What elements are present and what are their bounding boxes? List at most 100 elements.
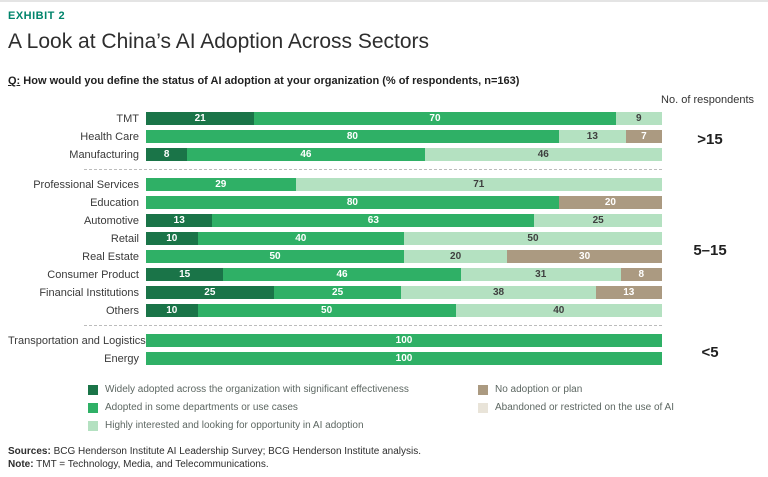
exhibit-label: EXHIBIT 2 xyxy=(8,10,66,22)
category-label: Others xyxy=(105,304,139,317)
chart-row: Health Care 80 13 7 xyxy=(8,130,662,143)
category-label: Retail xyxy=(110,232,139,245)
bar-segment-widely: 21 xyxy=(146,112,255,125)
chart-row: Education 80 20 xyxy=(8,196,662,209)
bar-segment-interested: 50 xyxy=(403,232,662,245)
bar-segment-none: 13 xyxy=(595,286,662,299)
legend-item: Adopted in some departments or use cases xyxy=(88,402,478,413)
note-text: TMT = Technology, Media, and Telecommuni… xyxy=(33,459,269,470)
question-text: How would you define the status of AI ad… xyxy=(20,75,520,87)
bar-segment-some: 80 xyxy=(146,196,559,209)
bar-segment-some: 70 xyxy=(254,112,616,125)
page-title: A Look at China’s AI Adoption Across Sec… xyxy=(8,30,430,53)
chart-row: Others 10 50 40 xyxy=(8,304,662,317)
respondent-count-label: <5 xyxy=(701,343,719,361)
sources-line: Sources: BCG Henderson Institute AI Lead… xyxy=(8,445,421,458)
bar-segment-widely: 10 xyxy=(146,232,198,245)
bar-track: 10 40 50 xyxy=(146,232,662,245)
legend-swatch-widely xyxy=(88,384,98,395)
legend-item: No adoption or plan xyxy=(478,384,758,395)
chart-row: Real Estate 50 20 30 xyxy=(8,250,662,263)
category-label: Consumer Product xyxy=(47,268,139,281)
chart-row: Transportation and Logistics 100 xyxy=(8,334,662,347)
chart-row: Energy 100 xyxy=(8,352,662,365)
bar-track: 100 xyxy=(146,352,662,365)
group-separator xyxy=(84,325,662,326)
category-label: Real Estate xyxy=(82,250,139,263)
bar-segment-none: 7 xyxy=(625,130,662,143)
bar-track: 29 71 xyxy=(146,178,662,191)
category-label: Health Care xyxy=(80,130,139,143)
bar-track: 15 46 31 8 xyxy=(146,268,662,281)
chart-row: Financial Institutions 25 25 38 13 xyxy=(8,286,662,299)
bar-track: 80 13 7 xyxy=(146,130,662,143)
bar-segment-none: 30 xyxy=(507,250,662,263)
bar-track: 13 63 25 xyxy=(146,214,662,227)
legend-label: Adopted in some departments or use cases xyxy=(105,402,298,413)
legend-label: Abandoned or restricted on the use of AI xyxy=(495,402,675,413)
bar-segment-some: 100 xyxy=(146,352,662,365)
category-label: Professional Services xyxy=(33,178,139,191)
category-label: TMT xyxy=(116,112,139,125)
note-line: Note: TMT = Technology, Media, and Telec… xyxy=(8,458,421,471)
sector-group: TMT 21 70 9 Health Care 80 13 7 Manufacturing 8 46… xyxy=(8,112,758,166)
bar-segment-interested: 71 xyxy=(295,178,662,191)
bar-segment-interested: 25 xyxy=(534,214,662,227)
legend-label: Widely adopted across the organization w… xyxy=(105,384,409,395)
bar-segment-some: 29 xyxy=(146,178,296,191)
bar-segment-interested: 38 xyxy=(401,286,596,299)
bar-segment-interested: 20 xyxy=(404,250,508,263)
chart-row: Automotive 13 63 25 xyxy=(8,214,662,227)
bar-track: 8 46 46 xyxy=(146,148,662,161)
bar-segment-some: 25 xyxy=(273,286,402,299)
bar-segment-some: 80 xyxy=(146,130,559,143)
legend-label: Highly interested and looking for opport… xyxy=(105,420,364,431)
sources-text: BCG Henderson Institute AI Leadership Su… xyxy=(50,446,421,457)
sources-label: Sources: xyxy=(8,446,51,457)
category-label: Education xyxy=(90,196,139,209)
chart-row: TMT 21 70 9 xyxy=(8,112,662,125)
bar-segment-some: 100 xyxy=(146,334,662,347)
respondents-column-header: No. of respondents xyxy=(661,94,754,106)
category-label: Energy xyxy=(104,352,139,365)
bar-segment-some: 63 xyxy=(212,214,535,227)
survey-question: Q: How would you define the status of AI… xyxy=(8,75,758,87)
sector-group: Transportation and Logistics 100 Energy 100… xyxy=(8,334,758,370)
category-label: Manufacturing xyxy=(69,148,139,161)
sector-group: Professional Services 29 71 Education 80 20 Au… xyxy=(8,178,758,322)
bar-segment-widely: 25 xyxy=(146,286,274,299)
footnotes: Sources: BCG Henderson Institute AI Lead… xyxy=(8,445,421,471)
bar-segment-some: 46 xyxy=(187,148,425,161)
legend-item: Abandoned or restricted on the use of AI xyxy=(478,402,758,413)
bar-track: 50 20 30 xyxy=(146,250,662,263)
sector-group-rows: Transportation and Logistics 100 Energy 100 xyxy=(8,334,662,370)
sector-group-rows: TMT 21 70 9 Health Care 80 13 7 Manufacturing 8 46… xyxy=(8,112,662,166)
bar-segment-interested: 46 xyxy=(424,148,662,161)
legend-swatch-abandoned xyxy=(478,402,488,413)
chart-legend: Widely adopted across the organization w… xyxy=(88,384,758,431)
chart-row: Consumer Product 15 46 31 8 xyxy=(8,268,662,281)
category-label: Financial Institutions xyxy=(39,286,139,299)
note-label: Note: xyxy=(8,459,34,470)
respondent-count-label: >15 xyxy=(697,130,723,148)
bar-segment-interested: 31 xyxy=(460,268,621,281)
bar-track: 21 70 9 xyxy=(146,112,662,125)
chart-row: Manufacturing 8 46 46 xyxy=(8,148,662,161)
bar-track: 80 20 xyxy=(146,196,662,209)
bar-segment-widely: 15 xyxy=(146,268,224,281)
legend-swatch-none xyxy=(478,384,488,395)
chart-row: Professional Services 29 71 xyxy=(8,178,662,191)
legend-item: Highly interested and looking for opport… xyxy=(88,420,478,431)
stacked-bar-chart: TMT 21 70 9 Health Care 80 13 7 Manufacturing 8 46… xyxy=(8,112,758,370)
bar-segment-widely: 8 xyxy=(146,148,188,161)
bar-segment-widely: 10 xyxy=(146,304,198,317)
category-label: Transportation and Logistics xyxy=(8,334,146,347)
bar-segment-interested: 9 xyxy=(615,112,662,125)
legend-swatch-interested xyxy=(88,420,98,431)
bar-segment-some: 46 xyxy=(223,268,461,281)
legend-swatch-some xyxy=(88,402,98,413)
bar-segment-some: 50 xyxy=(197,304,456,317)
question-prefix: Q: xyxy=(8,75,21,87)
bar-segment-widely: 13 xyxy=(146,214,213,227)
